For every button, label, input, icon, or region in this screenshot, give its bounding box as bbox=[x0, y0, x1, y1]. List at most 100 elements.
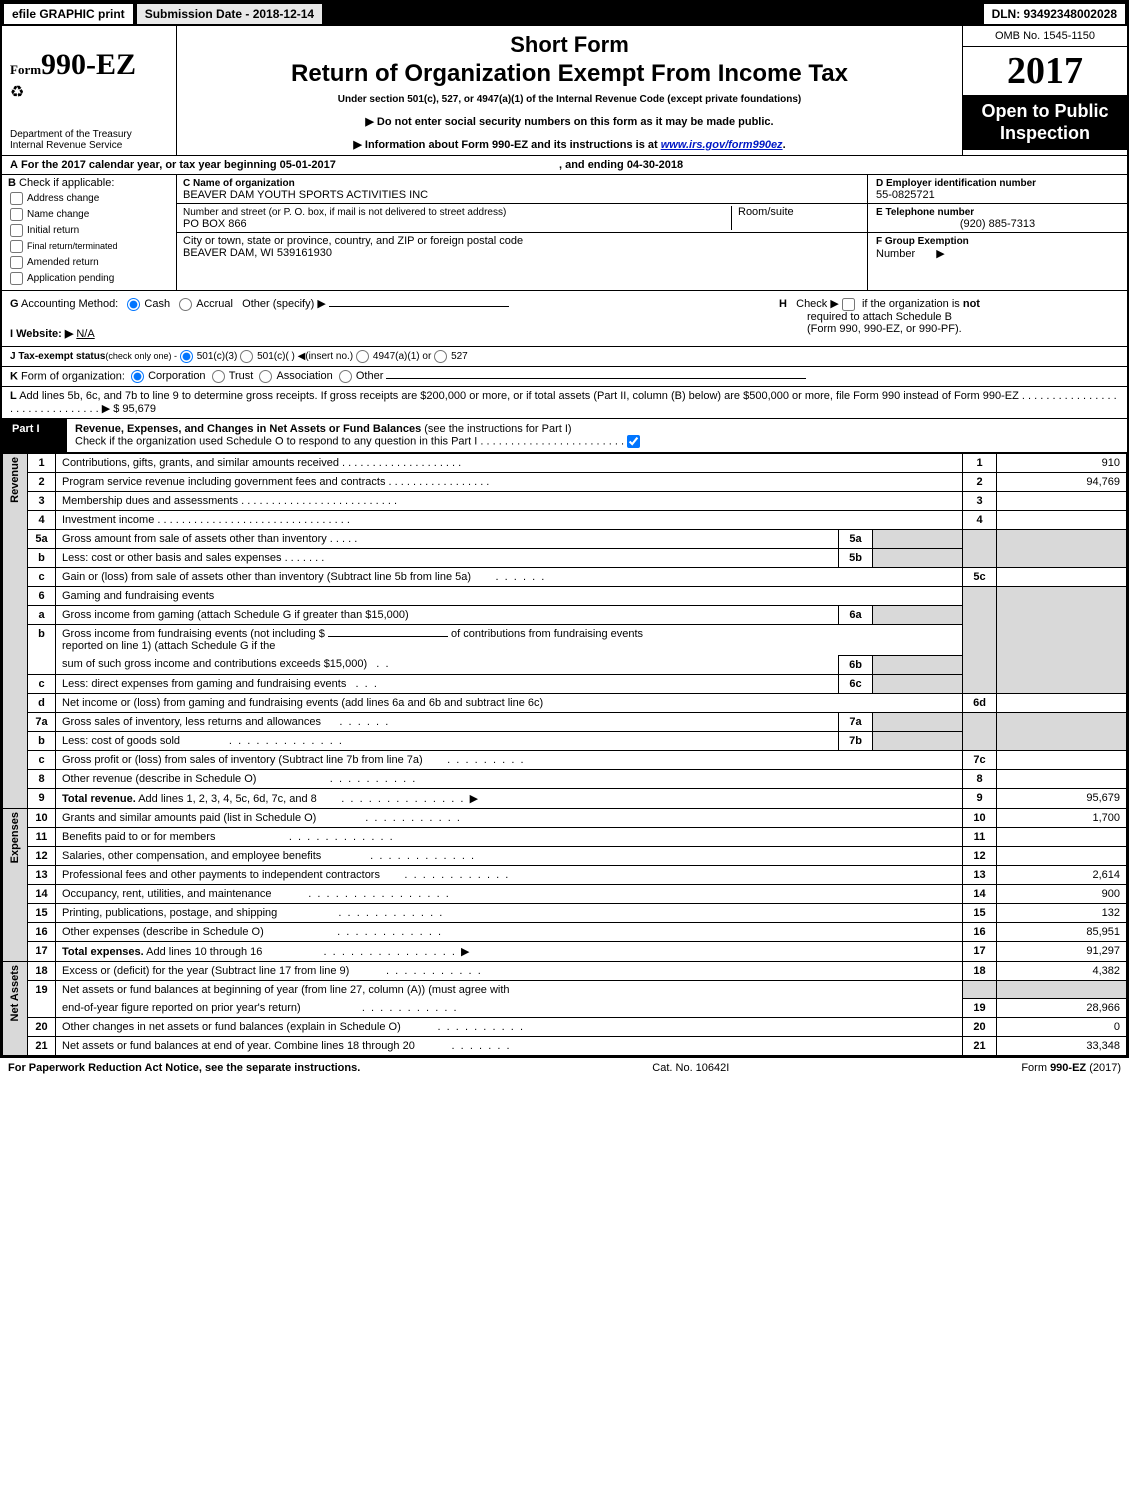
r1-col: 1 bbox=[963, 453, 997, 472]
r5a-text: Gross amount from sale of assets other t… bbox=[62, 533, 327, 545]
row-11: 11 Benefits paid to or for members . . .… bbox=[3, 827, 1127, 846]
r9-text-bold: Total revenue. bbox=[62, 793, 136, 805]
r6d-text: Net income or (loss) from gaming and fun… bbox=[56, 693, 963, 712]
rb-association[interactable]: Association bbox=[259, 370, 332, 382]
rb-527[interactable]: 527 bbox=[434, 351, 468, 362]
row-6: 6 Gaming and fundraising events bbox=[3, 586, 1127, 605]
rb-trust[interactable]: Trust bbox=[212, 370, 254, 382]
rb-527-label: 527 bbox=[451, 351, 468, 362]
cb-address-change[interactable]: Address change bbox=[10, 192, 170, 205]
rb-501c3[interactable]: 501(c)(3) bbox=[180, 351, 238, 362]
r2-text: Program service revenue including govern… bbox=[62, 476, 385, 488]
r6-text: Gaming and fundraising events bbox=[56, 586, 963, 605]
r17-num: 17 bbox=[28, 941, 56, 961]
cb-amended-return-label: Amended return bbox=[27, 257, 99, 268]
r19-col: 19 bbox=[963, 999, 997, 1018]
header-row: Form990-EZ ♻ Department of the Treasury … bbox=[2, 26, 1127, 156]
rb-501c[interactable]: 501(c)( ) ◀(insert no.) bbox=[240, 351, 353, 362]
label-l: L bbox=[10, 390, 17, 402]
label-g: G bbox=[10, 298, 19, 310]
tax-exempt-label: Tax-exempt status bbox=[18, 351, 105, 362]
r1-text: Contributions, gifts, grants, and simila… bbox=[62, 457, 339, 469]
efile-print-button[interactable]: efile GRAPHIC print bbox=[3, 3, 134, 25]
r17-text: Add lines 10 through 16 bbox=[144, 946, 263, 958]
footer-right-form: 990-EZ bbox=[1050, 1062, 1086, 1074]
form-990ez: efile GRAPHIC print Submission Date - 20… bbox=[0, 0, 1129, 1058]
r20-num: 20 bbox=[28, 1018, 56, 1037]
rb-cash[interactable]: Cash bbox=[127, 298, 170, 310]
r16-text: Other expenses (describe in Schedule O) bbox=[62, 926, 264, 938]
r5ab-col bbox=[963, 529, 997, 567]
r21-num: 21 bbox=[28, 1037, 56, 1056]
r7c-amt bbox=[997, 750, 1127, 769]
cb-name-change[interactable]: Name change bbox=[10, 208, 170, 221]
irs-link[interactable]: www.irs.gov/form990ez bbox=[661, 139, 783, 151]
r3-text: Membership dues and assessments bbox=[62, 495, 238, 507]
label-h: H bbox=[779, 298, 787, 310]
cb-final-return-label: Final return/terminated bbox=[27, 241, 118, 251]
r12-text: Salaries, other compensation, and employ… bbox=[62, 850, 321, 862]
org-name-label: Name of organization bbox=[193, 178, 295, 189]
rb-corporation-label: Corporation bbox=[148, 370, 205, 382]
r6b-blank[interactable] bbox=[328, 636, 448, 637]
r3-num: 3 bbox=[28, 491, 56, 510]
r7a-mid: 7a bbox=[839, 712, 873, 731]
r19a-col bbox=[963, 980, 997, 999]
open-line1: Open to Public bbox=[981, 101, 1108, 121]
other-org-line[interactable] bbox=[386, 378, 806, 379]
row-8: 8 Other revenue (describe in Schedule O)… bbox=[3, 769, 1127, 788]
row-19b: end-of-year figure reported on prior yea… bbox=[3, 999, 1127, 1018]
cb-application-pending-label: Application pending bbox=[27, 273, 114, 284]
box-c: C Name of organization BEAVER DAM YOUTH … bbox=[177, 175, 867, 290]
cb-initial-return-label: Initial return bbox=[27, 225, 79, 236]
other-specify-line[interactable] bbox=[329, 306, 509, 307]
row-10: Expenses 10 Grants and similar amounts p… bbox=[3, 808, 1127, 827]
r9-text: Add lines 1, 2, 3, 4, 5c, 6d, 7c, and 8 bbox=[136, 793, 317, 805]
cb-final-return[interactable]: Final return/terminated bbox=[10, 240, 170, 253]
r6a-num: a bbox=[28, 605, 56, 624]
rb-other-org[interactable]: Other bbox=[339, 370, 384, 382]
ein-label: Employer identification number bbox=[886, 178, 1036, 189]
cb-schedule-b-not-required[interactable] bbox=[842, 298, 855, 311]
r7c-col: 7c bbox=[963, 750, 997, 769]
r19-text2: end-of-year figure reported on prior yea… bbox=[62, 1002, 301, 1014]
r5a-mid: 5a bbox=[839, 529, 873, 548]
rb-accrual-label: Accrual bbox=[196, 298, 233, 310]
l-amount: ▶ $ 95,679 bbox=[102, 403, 156, 415]
r15-amt: 132 bbox=[997, 903, 1127, 922]
year-end: 04-30-2018 bbox=[627, 159, 683, 171]
header-left: Form990-EZ ♻ Department of the Treasury … bbox=[2, 26, 177, 155]
cb-amended-return[interactable]: Amended return bbox=[10, 256, 170, 269]
cb-initial-return[interactable]: Initial return bbox=[10, 224, 170, 237]
part-i-see: (see the instructions for Part I) bbox=[421, 423, 571, 435]
rb-other[interactable]: Other (specify) ▶ bbox=[242, 298, 326, 310]
rb-501c3-label: 501(c)(3) bbox=[197, 351, 238, 362]
cb-application-pending[interactable]: Application pending bbox=[10, 272, 170, 285]
arrow-icon: ▶ bbox=[936, 248, 944, 260]
row-13: 13 Professional fees and other payments … bbox=[3, 865, 1127, 884]
row-21: 21 Net assets or fund balances at end of… bbox=[3, 1037, 1127, 1056]
row-7a: 7a Gross sales of inventory, less return… bbox=[3, 712, 1127, 731]
r10-col: 10 bbox=[963, 808, 997, 827]
ein-value: 55-0825721 bbox=[876, 189, 935, 201]
h-check: Check ▶ bbox=[796, 298, 839, 310]
r18-col: 18 bbox=[963, 961, 997, 980]
r12-col: 12 bbox=[963, 846, 997, 865]
row-7c: c Gross profit or (loss) from sales of i… bbox=[3, 750, 1127, 769]
rb-corporation[interactable]: Corporation bbox=[131, 370, 205, 382]
r6a-midval bbox=[873, 605, 963, 624]
cb-schedule-o-used[interactable] bbox=[627, 435, 640, 448]
no-ssn-note: ▶ Do not enter social security numbers o… bbox=[189, 115, 950, 128]
r6a-text: Gross income from gaming (attach Schedul… bbox=[56, 605, 839, 624]
r2-num: 2 bbox=[28, 472, 56, 491]
r21-amt: 33,348 bbox=[997, 1037, 1127, 1056]
rb-accrual[interactable]: Accrual bbox=[179, 298, 233, 310]
r7b-mid: 7b bbox=[839, 731, 873, 750]
r10-amt: 1,700 bbox=[997, 808, 1127, 827]
r15-num: 15 bbox=[28, 903, 56, 922]
r20-col: 20 bbox=[963, 1018, 997, 1037]
rb-4947a1[interactable]: 4947(a)(1) or bbox=[356, 351, 431, 362]
row-7b: b Less: cost of goods sold . . . . . . .… bbox=[3, 731, 1127, 750]
form-prefix: Form bbox=[10, 62, 41, 77]
r4-text: Investment income bbox=[62, 514, 154, 526]
